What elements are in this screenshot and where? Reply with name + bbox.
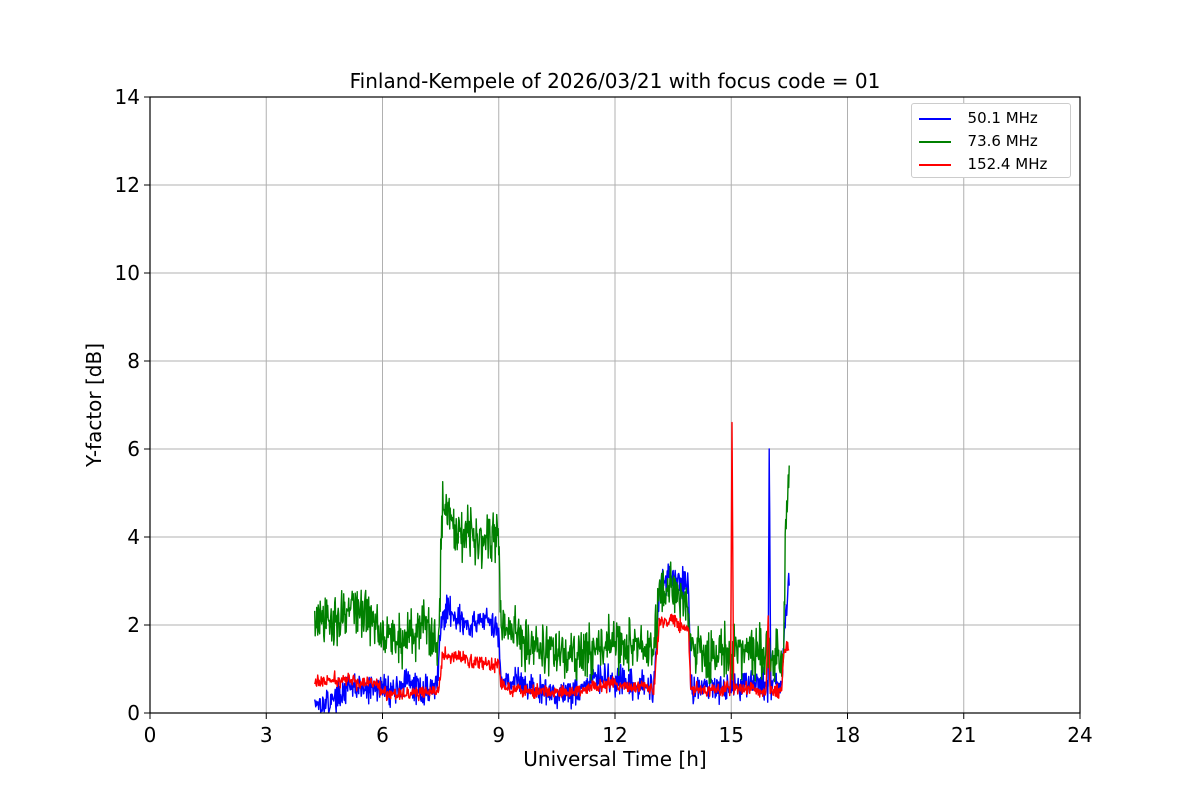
x-axis-label: Universal Time [h] <box>523 747 706 771</box>
x-tick-label: 0 <box>144 723 157 747</box>
x-tick-label: 3 <box>260 723 273 747</box>
x-tick-label: 18 <box>835 723 860 747</box>
legend-swatch <box>919 118 951 120</box>
legend: 50.1 MHz 73.6 MHz 152.4 MHz <box>911 103 1071 178</box>
x-tick-label: 9 <box>492 723 505 747</box>
legend-item-50mhz: 50.1 MHz <box>912 108 1072 130</box>
x-tick-label: 6 <box>376 723 389 747</box>
legend-label: 73.6 MHz <box>958 132 1038 150</box>
chart-title: Finland-Kempele of 2026/03/21 with focus… <box>350 69 881 93</box>
grid-lines <box>149 96 1081 714</box>
x-tick-label: 21 <box>951 723 976 747</box>
y-tick-label: 8 <box>127 349 140 373</box>
y-tick-label: 0 <box>127 701 140 725</box>
y-tick-label: 10 <box>115 261 140 285</box>
series-line-2 <box>314 421 790 702</box>
legend-swatch <box>919 141 951 143</box>
y-tick-label: 6 <box>127 437 140 461</box>
y-tick-label: 4 <box>127 525 140 549</box>
x-tick-label: 24 <box>1067 723 1092 747</box>
legend-label: 152.4 MHz <box>958 155 1048 173</box>
legend-item-152mhz: 152.4 MHz <box>912 154 1072 176</box>
series-line-1 <box>314 465 790 685</box>
legend-label: 50.1 MHz <box>958 109 1038 127</box>
x-tick-label: 15 <box>719 723 744 747</box>
y-tick-label: 12 <box>115 173 140 197</box>
y-axis-label: Y-factor [dB] <box>82 343 106 468</box>
plot-area <box>314 421 790 714</box>
y-tick-label: 2 <box>127 613 140 637</box>
legend-item-73mhz: 73.6 MHz <box>912 131 1072 153</box>
series-line-0 <box>314 448 790 714</box>
x-tick-label: 12 <box>602 723 627 747</box>
legend-swatch <box>919 164 951 166</box>
y-tick-label: 14 <box>115 85 140 109</box>
